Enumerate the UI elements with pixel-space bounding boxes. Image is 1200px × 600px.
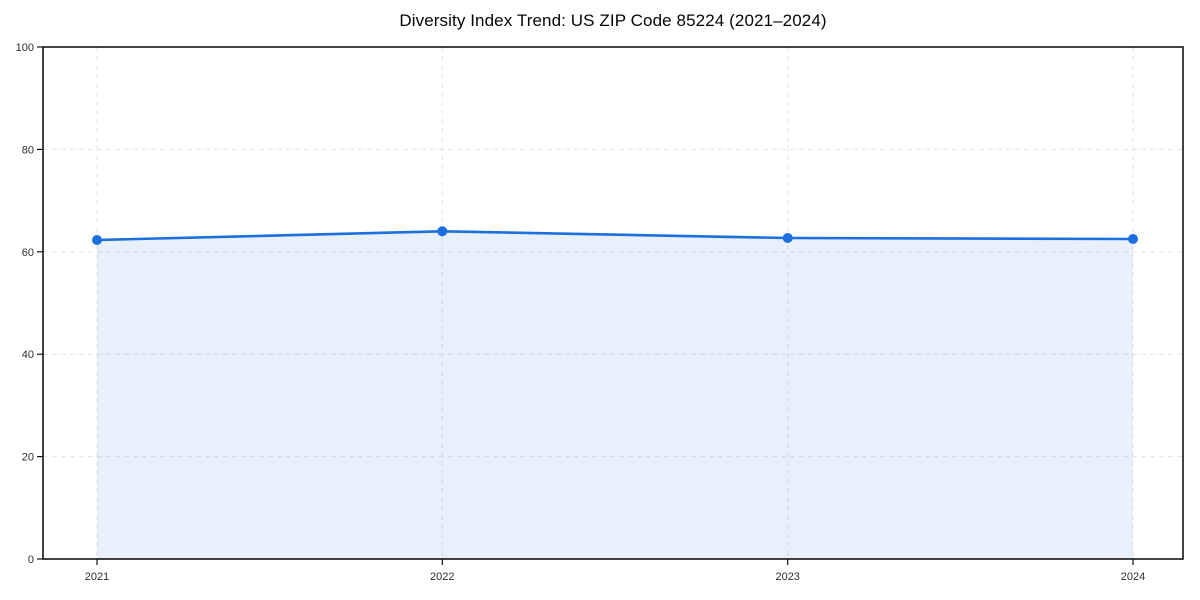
x-tick-label: 2022 — [430, 571, 454, 583]
y-tick-label: 0 — [28, 554, 34, 566]
data-point-2021 — [92, 235, 102, 245]
y-tick-label: 60 — [22, 247, 34, 259]
plot-border — [42, 46, 1184, 560]
x-tick-label: 2023 — [775, 571, 799, 583]
x-tick-label: 2021 — [85, 571, 109, 583]
y-tick-label: 80 — [22, 144, 34, 156]
chart-title: Diversity Index Trend: US ZIP Code 85224… — [399, 11, 827, 30]
data-point-2024 — [1128, 234, 1138, 244]
trend-line — [95, 230, 1135, 242]
y-tick-label: 100 — [16, 42, 34, 54]
data-point-2023 — [782, 233, 793, 243]
area-fill — [97, 231, 1133, 560]
x-tick-label: 2024 — [1121, 571, 1145, 583]
y-tick-label: 40 — [22, 349, 34, 361]
data-point-2022 — [437, 226, 448, 237]
y-tick-label: 20 — [22, 452, 34, 464]
